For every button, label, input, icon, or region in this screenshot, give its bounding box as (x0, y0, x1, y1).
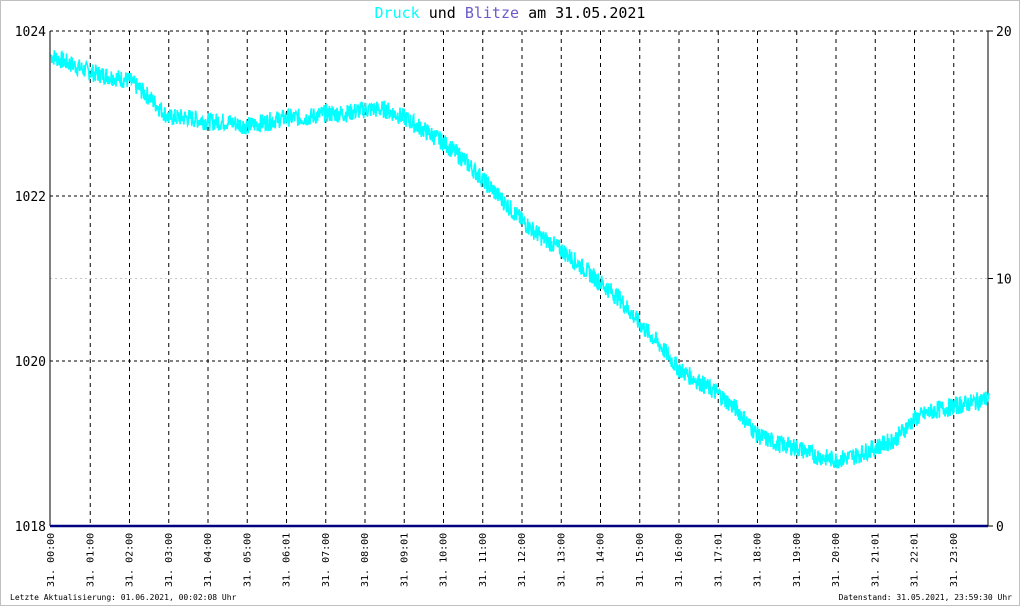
x-tick-label: 31. 11:00 (478, 533, 489, 587)
x-tick-label: 31. 13:00 (556, 533, 567, 587)
y-right-tick-label: 10 (996, 273, 1012, 288)
x-tick-label: 31. 16:00 (674, 533, 685, 587)
x-tick-label: 31. 14:00 (596, 533, 607, 587)
y-right-tick-label: 0 (996, 520, 1004, 535)
footer-last-update: Letzte Aktualisierung: 01.06.2021, 00:02… (10, 593, 237, 602)
x-tick-label: 31. 19:00 (792, 533, 803, 587)
title-und: und (428, 4, 456, 22)
y-left-tick-label: 1018 (15, 520, 46, 535)
x-tick-label: 31. 06:01 (282, 533, 293, 587)
x-tick-label: 31. 10:00 (439, 533, 450, 587)
y-left-tick-label: 1024 (15, 25, 46, 40)
x-tick-label: 31. 15:00 (635, 533, 646, 587)
x-tick-label: 31. 23:00 (949, 533, 960, 587)
y-left-tick-label: 1020 (15, 355, 46, 370)
series-layer (50, 50, 990, 528)
x-tick-label: 31. 05:00 (242, 533, 253, 587)
footer-data-status: Datenstand: 31.05.2021, 23:59:30 Uhr (838, 593, 1012, 602)
x-tick-label: 31. 17:01 (713, 533, 724, 587)
x-tick-label: 31. 22:01 (910, 533, 921, 587)
series-druck-line (50, 50, 990, 469)
x-tick-label: 31. 20:00 (831, 533, 842, 587)
x-tick-label: 31. 18:00 (753, 533, 764, 587)
y-left-tick-label: 1022 (15, 190, 46, 205)
x-tick-label: 31. 01:00 (85, 533, 96, 587)
x-tick-label: 31. 03:00 (164, 533, 175, 587)
x-tick-label: 31. 07:00 (321, 533, 332, 587)
y-right-tick-label: 20 (996, 25, 1012, 40)
x-tick-label: 31. 12:00 (517, 533, 528, 587)
chart-title: Druck und Blitze am 31.05.2021 (0, 4, 1020, 22)
title-druck: Druck (374, 4, 420, 22)
title-date: am 31.05.2021 (528, 4, 646, 22)
title-blitze: Blitze (464, 4, 520, 22)
x-tick-label: 31. 08:00 (360, 533, 371, 587)
x-tick-label: 31. 00:00 (46, 533, 57, 587)
x-tick-label: 31. 21:01 (870, 533, 881, 587)
x-tick-label: 31. 09:01 (399, 533, 410, 587)
x-tick-label: 31. 02:00 (125, 533, 136, 587)
x-tick-label: 31. 04:00 (203, 533, 214, 587)
axis-layer (49, 30, 993, 527)
